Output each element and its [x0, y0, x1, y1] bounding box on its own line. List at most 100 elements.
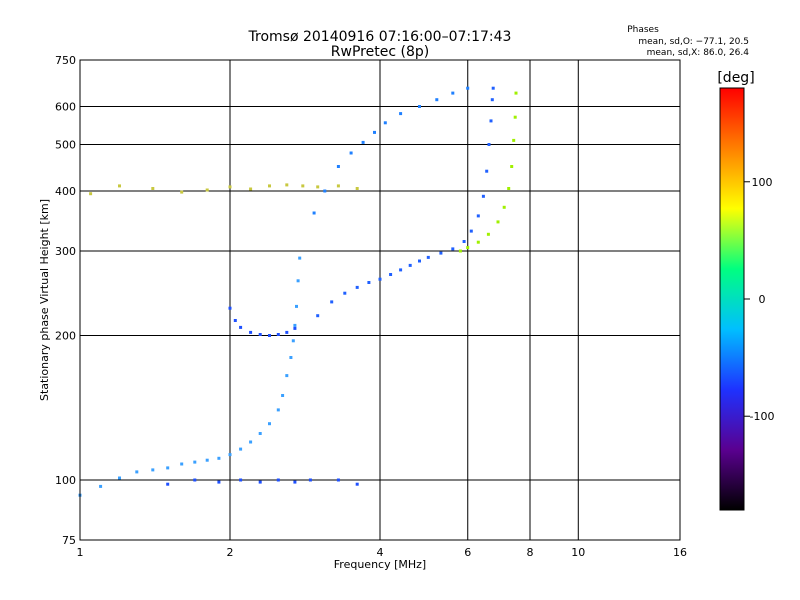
- y-tick-label: 500: [55, 139, 76, 152]
- trace-5-point: [316, 185, 320, 189]
- trace-1-point: [285, 330, 289, 334]
- trace-5-point: [285, 183, 289, 187]
- y-axis-ticks: 75 100 200 300 400 500 600 750: [55, 54, 76, 547]
- trace-6-point: [239, 478, 243, 482]
- trace-2-point: [469, 229, 473, 233]
- trace-5-point: [249, 187, 253, 191]
- trace-0-point: [258, 432, 262, 435]
- trace-2-point: [439, 251, 443, 255]
- y-tick-label: 600: [55, 101, 76, 114]
- trace-4-point: [323, 189, 327, 193]
- trace-0-point: [268, 422, 271, 426]
- y-tick-label: 200: [55, 330, 76, 343]
- colorbar: [719, 87, 745, 511]
- trace-5-point: [355, 187, 359, 190]
- plot-frame: [79, 59, 681, 541]
- trace-3-point: [466, 246, 470, 250]
- trace-1-point: [233, 319, 237, 322]
- trace-4-point: [383, 121, 387, 125]
- trace-5-point: [336, 184, 340, 188]
- trace-0-point: [166, 466, 170, 470]
- phase-stats-heading: Phases: [627, 25, 659, 35]
- trace-2-point: [316, 314, 320, 318]
- trace-1-point: [276, 333, 280, 336]
- trace-6-point: [293, 480, 297, 484]
- phase-stats-o: mean, sd,O: −77.1, 20.5: [638, 37, 749, 47]
- trace-4-point: [466, 86, 470, 90]
- y-tick-label: 300: [55, 245, 76, 258]
- y-tick-label: 75: [62, 534, 76, 547]
- trace-5-point: [228, 185, 232, 189]
- trace-2-point: [489, 119, 493, 123]
- y-tick-label: 750: [55, 54, 76, 67]
- trace-0-point: [249, 440, 253, 444]
- trace-3-point: [502, 205, 506, 209]
- trace-4-point: [312, 211, 316, 215]
- trace-5-point: [180, 190, 184, 194]
- trace-2-point: [367, 281, 371, 284]
- grid-lines: [80, 60, 680, 540]
- trace-3-point: [512, 138, 516, 142]
- trace-2-point: [389, 273, 393, 276]
- trace-0-point: [228, 453, 232, 457]
- trace-3-point: [510, 165, 514, 168]
- trace-3-point: [476, 240, 480, 244]
- trace-0-point: [293, 323, 297, 327]
- trace-0-point: [205, 458, 209, 462]
- trace-0-point: [285, 374, 289, 378]
- trace-0-point: [239, 447, 243, 451]
- trace-2-point: [343, 291, 347, 295]
- y-axis-label: Stationary phase Virtual Height [km]: [38, 199, 51, 401]
- trace-6-point: [336, 478, 340, 482]
- trace-1-point: [239, 325, 243, 329]
- data-points: [78, 86, 518, 497]
- trace-4-point: [399, 112, 403, 116]
- trace-6-point: [258, 480, 262, 484]
- trace-0-point: [135, 470, 139, 474]
- trace-0-point: [151, 468, 155, 472]
- y-tick-label: 400: [55, 185, 76, 198]
- trace-4-point: [361, 140, 365, 144]
- trace-5-point: [89, 192, 93, 196]
- trace-2-point: [426, 255, 430, 259]
- trace-4-point: [336, 165, 340, 168]
- trace-6-point: [355, 482, 359, 486]
- chart-title: Tromsø 20140916 07:16:00–07:17:43: [248, 29, 512, 45]
- trace-6-point: [276, 478, 280, 482]
- trace-4-point: [451, 91, 455, 95]
- trace-3-point: [496, 220, 500, 224]
- trace-2-point: [399, 268, 403, 272]
- trace-2-point: [451, 247, 455, 251]
- x-tick-label: 16: [673, 546, 687, 559]
- trace-0-point: [99, 484, 103, 488]
- trace-0-point: [118, 476, 121, 480]
- chart-subtitle: RwPretec (8p): [331, 44, 429, 60]
- trace-0-point: [180, 462, 184, 466]
- colorbar-tick-label: -100: [750, 410, 775, 423]
- trace-5-point: [301, 184, 305, 188]
- trace-1-point: [228, 306, 232, 310]
- x-tick-label: 10: [571, 546, 585, 559]
- trace-2-point: [355, 285, 359, 289]
- trace-0-point: [291, 339, 295, 343]
- trace-0-point: [217, 456, 221, 460]
- trace-1-point: [249, 330, 253, 334]
- trace-4-point: [435, 98, 439, 102]
- trace-6-point: [193, 478, 197, 482]
- x-tick-label: 4: [377, 546, 384, 559]
- trace-3-point: [486, 232, 490, 236]
- trace-1-point: [293, 326, 297, 330]
- trace-0-point: [296, 279, 300, 283]
- phase-stats-x: mean, sd,X: 86.0, 26.4: [647, 48, 750, 58]
- trace-0-point: [289, 356, 293, 359]
- trace-2-point: [487, 143, 491, 146]
- x-tick-label: 8: [527, 546, 534, 559]
- trace-2-point: [481, 194, 485, 198]
- trace-5-point: [268, 184, 271, 188]
- x-tick-label: 6: [464, 546, 471, 559]
- trace-0-point: [276, 408, 280, 412]
- trace-2-point: [418, 259, 421, 263]
- colorbar-label: [deg]: [717, 70, 754, 86]
- trace-5-point: [151, 187, 155, 190]
- trace-2-point: [462, 240, 466, 243]
